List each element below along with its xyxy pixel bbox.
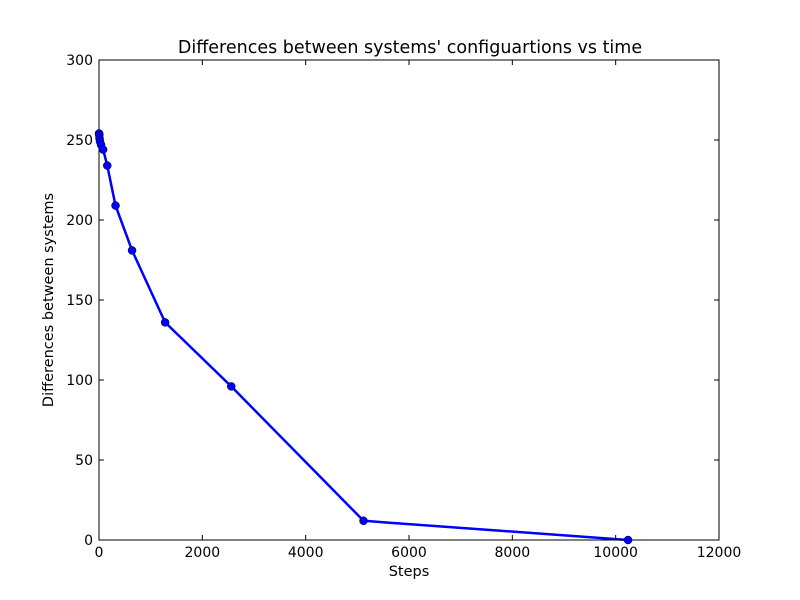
x-tick-label: 8000 <box>495 545 531 561</box>
y-tick-label: 200 <box>66 213 93 229</box>
data-point <box>359 516 368 526</box>
y-axis-label: Differences between systems <box>41 193 57 407</box>
y-tick-label: 100 <box>66 373 93 389</box>
plot-area: 0 2000 4000 6000 8000 10000 12000 0 50 100 150 200 2… <box>66 53 741 561</box>
data-point <box>127 246 137 255</box>
x-tick-label: 4000 <box>288 545 324 561</box>
x-tick-label: 0 <box>95 545 104 561</box>
x-tick-label: 2000 <box>185 545 221 561</box>
y-tick-label: 50 <box>75 453 93 469</box>
data-point <box>111 201 120 210</box>
data-point <box>98 145 108 154</box>
data-point <box>160 318 170 327</box>
x-tick-label: 10000 <box>593 545 638 561</box>
y-tick-label: 0 <box>84 533 93 549</box>
data-point <box>623 535 633 545</box>
x-axis-label: Steps <box>389 564 430 580</box>
y-tick-label: 300 <box>66 53 93 69</box>
y-tick-label: 250 <box>66 133 93 149</box>
x-tick-label: 6000 <box>391 545 427 561</box>
chart-title: Differences between systems' configuarti… <box>178 38 642 58</box>
x-tick-label: 12000 <box>697 545 742 561</box>
data-point <box>103 161 112 170</box>
data-point <box>227 382 236 391</box>
y-tick-label: 150 <box>66 293 93 309</box>
